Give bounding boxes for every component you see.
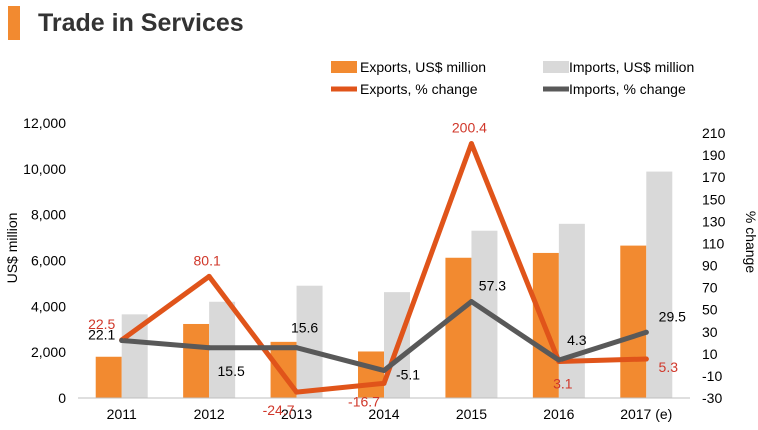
y2-tick-label: 210 [702, 125, 726, 141]
imports-change-point [381, 368, 387, 374]
legend-imports-bar-label: Imports, US$ million [569, 59, 694, 75]
x-tick-label: 2013 [281, 406, 312, 422]
exports-change-label: 200.4 [452, 120, 487, 136]
y2-tick-label: 150 [702, 191, 726, 207]
exports-bar-2011 [95, 356, 122, 398]
imports-bar-2016 [558, 223, 585, 398]
exports-change-point [294, 389, 300, 395]
title-accent-bar [8, 6, 20, 40]
imports-change-point [206, 345, 212, 351]
exports-change-label: 22.5 [88, 316, 115, 332]
exports-change-label: 3.1 [553, 375, 573, 391]
y2-tick-label: 110 [702, 235, 725, 251]
x-tick-label: 2012 [194, 406, 225, 422]
legend-exports-bar-swatch [331, 61, 357, 73]
exports-bar-2012 [183, 323, 210, 398]
y2-tick-label: 130 [702, 213, 726, 229]
y2-tick-label: 170 [702, 169, 726, 185]
y2-tick-label: -30 [702, 390, 722, 406]
y2-tick-label: -10 [702, 368, 722, 384]
legend-imports-bar-swatch [543, 61, 569, 73]
x-tick-label: 2017 (e) [620, 406, 672, 422]
x-tick-label: 2015 [456, 406, 487, 422]
exports-change-label: -24.7 [263, 402, 295, 418]
y-axis-title: US$ million [4, 213, 20, 284]
imports-change-point [294, 345, 300, 351]
imports-change-point [468, 299, 474, 305]
y2-axis-title: % change [743, 211, 758, 273]
y-tick-label: 2,000 [31, 344, 66, 360]
page-title: Trade in Services [38, 9, 244, 37]
x-tick-label: 2014 [368, 406, 399, 422]
imports-change-label: 29.5 [659, 308, 686, 324]
imports-change-label: -5.1 [396, 367, 420, 383]
y-tick-label: 4,000 [31, 298, 66, 314]
imports-change-label: 57.3 [479, 278, 506, 294]
y2-tick-label: 70 [702, 280, 718, 296]
y-tick-label: 8,000 [31, 207, 66, 223]
y-tick-label: 0 [58, 390, 66, 406]
imports-change-label: 15.5 [218, 363, 245, 379]
y-tick-label: 6,000 [31, 253, 66, 269]
x-tick-label: 2011 [107, 406, 137, 422]
legend-exports-line-label: Exports, % change [360, 81, 478, 97]
x-tick-label: 2016 [543, 406, 574, 422]
imports-bar-2013 [296, 285, 323, 398]
exports-change-label: 80.1 [194, 252, 221, 268]
exports-bar-2015 [445, 257, 472, 398]
exports-change-point [643, 356, 649, 362]
legend-imports-line-label: Imports, % change [569, 81, 686, 97]
exports-change-point [381, 380, 387, 386]
exports-change-point [468, 141, 474, 147]
exports-change-label: -16.7 [348, 393, 380, 409]
exports-change-point [206, 273, 212, 279]
y2-tick-label: 90 [702, 258, 718, 274]
exports-bar-2017e [620, 245, 647, 398]
legend-exports-bar-label: Exports, US$ million [360, 59, 486, 75]
imports-change-label: 15.6 [291, 320, 318, 336]
y-tick-label: 10,000 [23, 161, 66, 177]
imports-change-point [643, 329, 649, 335]
imports-change-point [556, 357, 562, 363]
y2-tick-label: 190 [702, 147, 726, 163]
imports-change-label: 22.1 [88, 326, 115, 342]
y2-tick-label: 50 [702, 302, 718, 318]
exports-change-label: 5.3 [659, 359, 679, 375]
imports-bar-2017e [646, 171, 673, 398]
exports-bar-2014 [358, 351, 384, 398]
imports-change-label: 4.3 [567, 332, 587, 348]
y2-tick-label: 10 [702, 346, 718, 362]
y2-tick-label: 30 [702, 324, 718, 340]
y-tick-label: 12,000 [23, 115, 66, 131]
imports-change-point [119, 337, 125, 343]
